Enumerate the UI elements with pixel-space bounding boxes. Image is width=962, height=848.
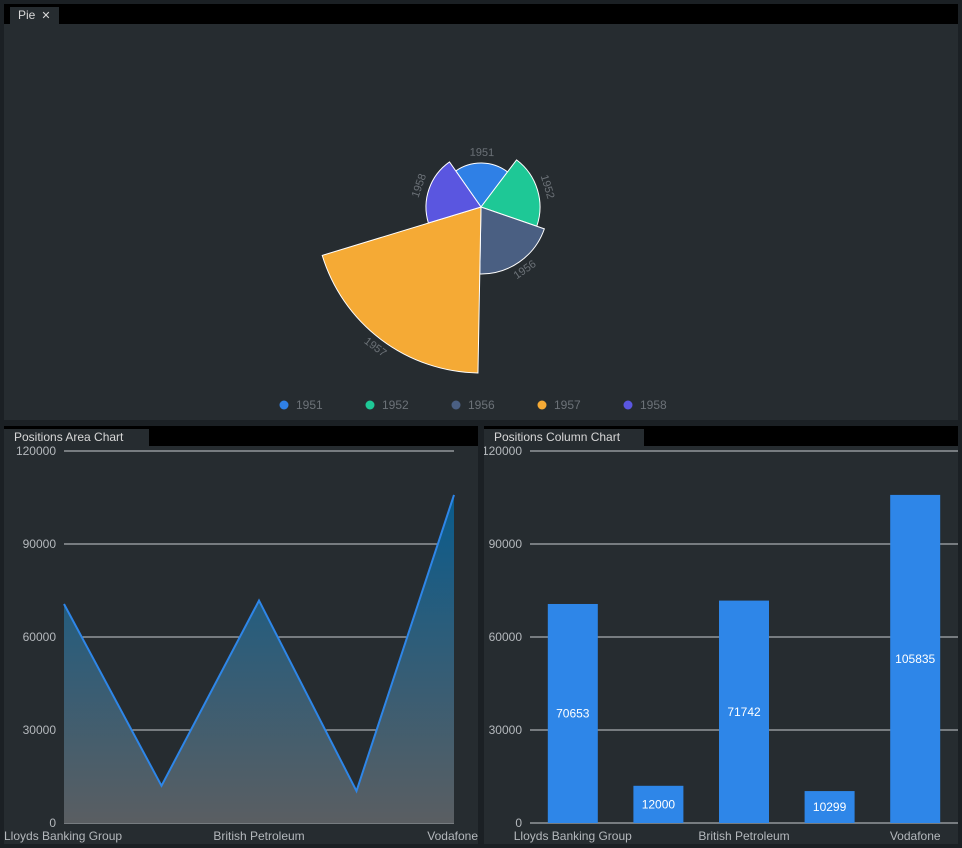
pie-slice-label: 1958 bbox=[410, 172, 429, 199]
pie-slice-1957 bbox=[321, 206, 482, 374]
pie-panel: Pie ✕ 1951 1952 1956 1957 1958 1951 1952 1956 195… bbox=[4, 4, 958, 420]
y-tick-label: 60000 bbox=[23, 630, 57, 644]
legend-item-1952[interactable]: 1952 bbox=[365, 398, 410, 412]
y-tick-label: 90000 bbox=[23, 537, 57, 551]
area-fill bbox=[64, 494, 454, 823]
bar-2 bbox=[719, 600, 769, 823]
area-series-line bbox=[63, 494, 455, 794]
tab-positions-area-chart[interactable]: Positions Area Chart bbox=[4, 429, 149, 446]
pie-slice-1952 bbox=[480, 159, 541, 227]
column-chart-panel: Positions Column Chart 0 30000 60000 90000 1… bbox=[484, 426, 958, 844]
x-tick-label: British Petroleum bbox=[698, 829, 789, 843]
x-tick-label: Lloyds Banking Group bbox=[4, 829, 122, 843]
area-tab-bar: Positions Area Chart bbox=[4, 426, 478, 446]
y-tick-label: 120000 bbox=[484, 444, 522, 458]
y-tick-label: 60000 bbox=[489, 630, 523, 644]
legend-item-1951[interactable]: 1951 bbox=[279, 398, 324, 412]
bar-1 bbox=[633, 785, 684, 823]
legend-label: 1958 bbox=[640, 398, 667, 412]
legend-item-1958[interactable]: 1958 bbox=[623, 398, 668, 412]
y-tick-label: 90000 bbox=[489, 537, 523, 551]
legend-label: 1952 bbox=[382, 398, 409, 412]
legend-marker bbox=[623, 400, 633, 410]
y-tick-label: 120000 bbox=[16, 444, 56, 458]
pie-slice-1951 bbox=[455, 162, 509, 208]
column-tab-bar: Positions Column Chart bbox=[484, 426, 958, 446]
bar-data-label: 71742 bbox=[727, 705, 761, 719]
legend-item-1956[interactable]: 1956 bbox=[451, 398, 496, 412]
legend-marker bbox=[451, 400, 461, 410]
column-chart: 0 30000 60000 90000 120000 70653 Lloyds Bankin… bbox=[484, 444, 958, 843]
bar-0 bbox=[547, 603, 598, 823]
legend-marker bbox=[279, 400, 289, 410]
x-tick-label: Vodafone bbox=[427, 829, 478, 843]
y-tick-label: 0 bbox=[49, 816, 56, 830]
close-icon[interactable]: ✕ bbox=[41, 10, 51, 22]
tab-pie[interactable]: Pie ✕ bbox=[10, 7, 59, 24]
bar-data-label: 12000 bbox=[642, 797, 676, 811]
bar-data-label: 10299 bbox=[813, 800, 847, 814]
tab-area-label: Positions Area Chart bbox=[14, 430, 124, 444]
pie-slice-1956 bbox=[479, 206, 545, 275]
legend-marker bbox=[365, 400, 375, 410]
pie-tab-bar: Pie ✕ bbox=[4, 4, 958, 24]
area-chart: 0 30000 60000 90000 120000 Lloyds Banking Gro… bbox=[4, 444, 478, 843]
pie-slice-label: 1952 bbox=[538, 173, 557, 200]
bar-data-label: 70653 bbox=[556, 706, 590, 720]
x-tick-label: Vodafone bbox=[890, 829, 941, 843]
legend-label: 1956 bbox=[468, 398, 495, 412]
legend-label: 1951 bbox=[296, 398, 323, 412]
x-tick-label: British Petroleum bbox=[213, 829, 304, 843]
y-tick-label: 30000 bbox=[489, 723, 523, 737]
y-tick-label: 0 bbox=[515, 816, 522, 830]
y-tick-label: 30000 bbox=[23, 723, 57, 737]
legend-item-1957[interactable]: 1957 bbox=[537, 398, 582, 412]
legend-marker bbox=[537, 400, 547, 410]
bar-data-label: 105835 bbox=[895, 652, 935, 666]
tab-column-label: Positions Column Chart bbox=[494, 430, 621, 444]
pie-slice-label: 1951 bbox=[470, 147, 495, 159]
tab-positions-column-chart[interactable]: Positions Column Chart bbox=[484, 429, 644, 446]
legend-label: 1957 bbox=[554, 398, 581, 412]
pie-slice-1958 bbox=[425, 161, 482, 224]
area-chart-panel: Positions Area Chart 0 30000 60000 90000 120… bbox=[4, 426, 478, 844]
bar-4 bbox=[890, 494, 941, 823]
x-tick-label: Lloyds Banking Group bbox=[514, 829, 632, 843]
tab-pie-label: Pie bbox=[18, 8, 36, 22]
bar-3 bbox=[804, 791, 855, 823]
